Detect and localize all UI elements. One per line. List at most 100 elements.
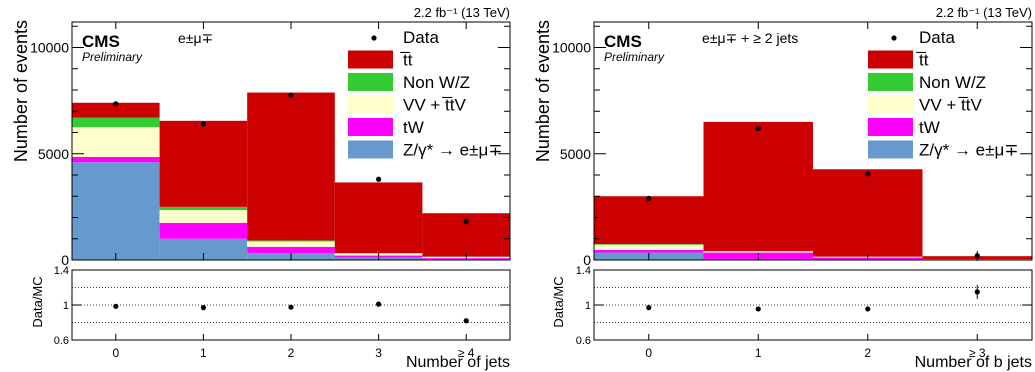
- left-bar-3-1: [159, 206, 248, 211]
- left-bar-2-0: [72, 127, 160, 157]
- right-data-point: [865, 171, 871, 177]
- right-bar-4-1: [703, 121, 813, 251]
- right-data-point: [755, 125, 761, 131]
- left-bar-2-1: [159, 210, 248, 223]
- right-y-tick-label: 10000: [552, 40, 591, 56]
- left-bar-1-2: [247, 246, 335, 254]
- left-bar-1-0: [72, 156, 160, 163]
- left-bar-4-2: [247, 92, 335, 241]
- left-ratio-point: [463, 318, 469, 324]
- left-y-tick-label: 0: [61, 252, 69, 268]
- right-x-tick-label: 1: [755, 346, 762, 360]
- left-x-tick-label: 0: [112, 346, 119, 360]
- left-legend-label: VV + t̅tV: [403, 96, 466, 115]
- left-bar-4-3: [334, 182, 423, 253]
- left-bar-3-0: [72, 117, 160, 128]
- right-channel-label: e±μ∓ + ≥ 2 jets: [702, 30, 798, 46]
- right-ratio-y-tick-label: 1.4: [576, 265, 591, 277]
- left-legend-label: t̅t: [400, 51, 413, 70]
- right-legend-label: VV + t̅tV: [919, 96, 982, 115]
- right-bar-2-1: [703, 251, 813, 253]
- left-legend-swatch: [348, 50, 393, 69]
- left-data-point: [288, 92, 294, 98]
- left-ratio-y-tick-label: 0.6: [54, 335, 69, 347]
- right-bar-1-0: [594, 250, 704, 253]
- left-legend-swatch: [348, 140, 393, 159]
- left-legend-swatch: [348, 73, 393, 91]
- left-legend-swatch: [348, 118, 393, 136]
- left-ratio-y-tick-label: 1: [63, 300, 69, 312]
- right-bar-3-0: [594, 244, 704, 245]
- right-x-tick-label: ≥ 3: [969, 346, 986, 360]
- right-ratio-y-axis-title: Data/MC: [551, 276, 566, 327]
- right-ratio-y-tick-label: 1: [585, 300, 591, 312]
- left-legend-label: Data: [403, 28, 439, 47]
- left-y-axis-title: Number of events: [11, 20, 31, 162]
- left-data-point: [463, 219, 469, 225]
- left-x-tick-label: 1: [200, 346, 207, 360]
- left-ratio-point: [288, 304, 294, 310]
- right-y-axis-title: Number of events: [533, 20, 553, 162]
- left-x-tick-label: ≥ 4: [458, 346, 475, 360]
- right-x-tick-label: 0: [645, 346, 652, 360]
- right-ratio-point: [755, 306, 761, 312]
- right-legend-swatch: [868, 95, 913, 114]
- left-x-axis-title: Number of jets: [406, 354, 510, 371]
- left-x-tick-label: 3: [375, 346, 382, 360]
- left-legend-label: Z/γ* → e±μ∓: [403, 141, 503, 160]
- left-x-tick-label: 2: [288, 346, 295, 360]
- right-y-tick-label: 5000: [560, 146, 591, 162]
- left-legend-swatch: [348, 95, 393, 114]
- right-legend-swatch: [868, 118, 913, 136]
- left-bar-0-0: [72, 162, 160, 260]
- left-panel: 2.2 fb⁻¹ (13 TeV) CMS Preliminary e±μ∓ N…: [11, 5, 510, 371]
- left-data-point: [376, 176, 382, 182]
- plot-marks: 0 5000 10000 Data t̅t Non W/Z VV + t̅tV tW Z/γ* …: [30, 21, 1033, 360]
- left-legend-label: Non W/Z: [403, 73, 470, 92]
- right-cms-label: CMS: [604, 32, 642, 51]
- right-legend-label: Data: [919, 28, 955, 47]
- left-bar-2-2: [247, 241, 335, 247]
- right-ratio-point: [865, 306, 871, 312]
- left-ratio-y-axis-title: Data/MC: [30, 276, 45, 327]
- right-legend-marker-data: [891, 35, 897, 41]
- right-preliminary-label: Preliminary: [604, 50, 665, 64]
- right-legend-label: Non W/Z: [919, 73, 986, 92]
- right-bar-4-2: [813, 169, 923, 257]
- left-ratio-point: [200, 305, 206, 311]
- right-lumi-label: 2.2 fb⁻¹ (13 TeV): [936, 5, 1032, 20]
- left-ratio-point: [376, 301, 382, 307]
- left-y-tick-label: 10000: [30, 40, 69, 56]
- left-bar-0-1: [159, 238, 248, 260]
- right-y-tick-label: 0: [583, 252, 591, 268]
- right-data-point: [646, 195, 652, 201]
- left-cms-label: CMS: [82, 32, 120, 51]
- left-ratio-y-tick-label: 1.4: [54, 265, 69, 277]
- right-legend-label: Z/γ* → e±μ∓: [919, 141, 1019, 160]
- left-legend-label: tW: [403, 118, 424, 137]
- left-y-tick-label: 5000: [38, 146, 69, 162]
- right-ratio-point: [974, 289, 980, 295]
- left-data-point: [200, 121, 206, 127]
- left-ratio-point: [113, 303, 119, 309]
- right-legend-label: t̅t: [916, 51, 929, 70]
- right-x-tick-label: 2: [864, 346, 871, 360]
- left-bar-4-0: [72, 102, 160, 118]
- right-bar-4-0: [594, 196, 704, 245]
- left-lumi-label: 2.2 fb⁻¹ (13 TeV): [414, 5, 510, 20]
- right-legend-swatch: [868, 50, 913, 69]
- right-legend-swatch: [868, 73, 913, 91]
- right-legend-swatch: [868, 140, 913, 159]
- left-preliminary-label: Preliminary: [82, 50, 143, 64]
- right-x-axis-title: Number of b jets: [915, 354, 1032, 371]
- right-plot-frame: [593, 21, 1033, 261]
- left-data-point: [113, 101, 119, 107]
- right-ratio-y-tick-label: 0.6: [576, 335, 591, 347]
- right-panel: 2.2 fb⁻¹ (13 TeV) CMS Preliminary e±μ∓ +…: [533, 5, 1032, 371]
- right-legend-label: tW: [919, 118, 940, 137]
- left-channel-label: e±μ∓: [178, 30, 213, 46]
- right-ratio-point: [646, 305, 652, 311]
- left-bar-4-1: [159, 120, 248, 207]
- left-legend-marker-data: [371, 35, 377, 41]
